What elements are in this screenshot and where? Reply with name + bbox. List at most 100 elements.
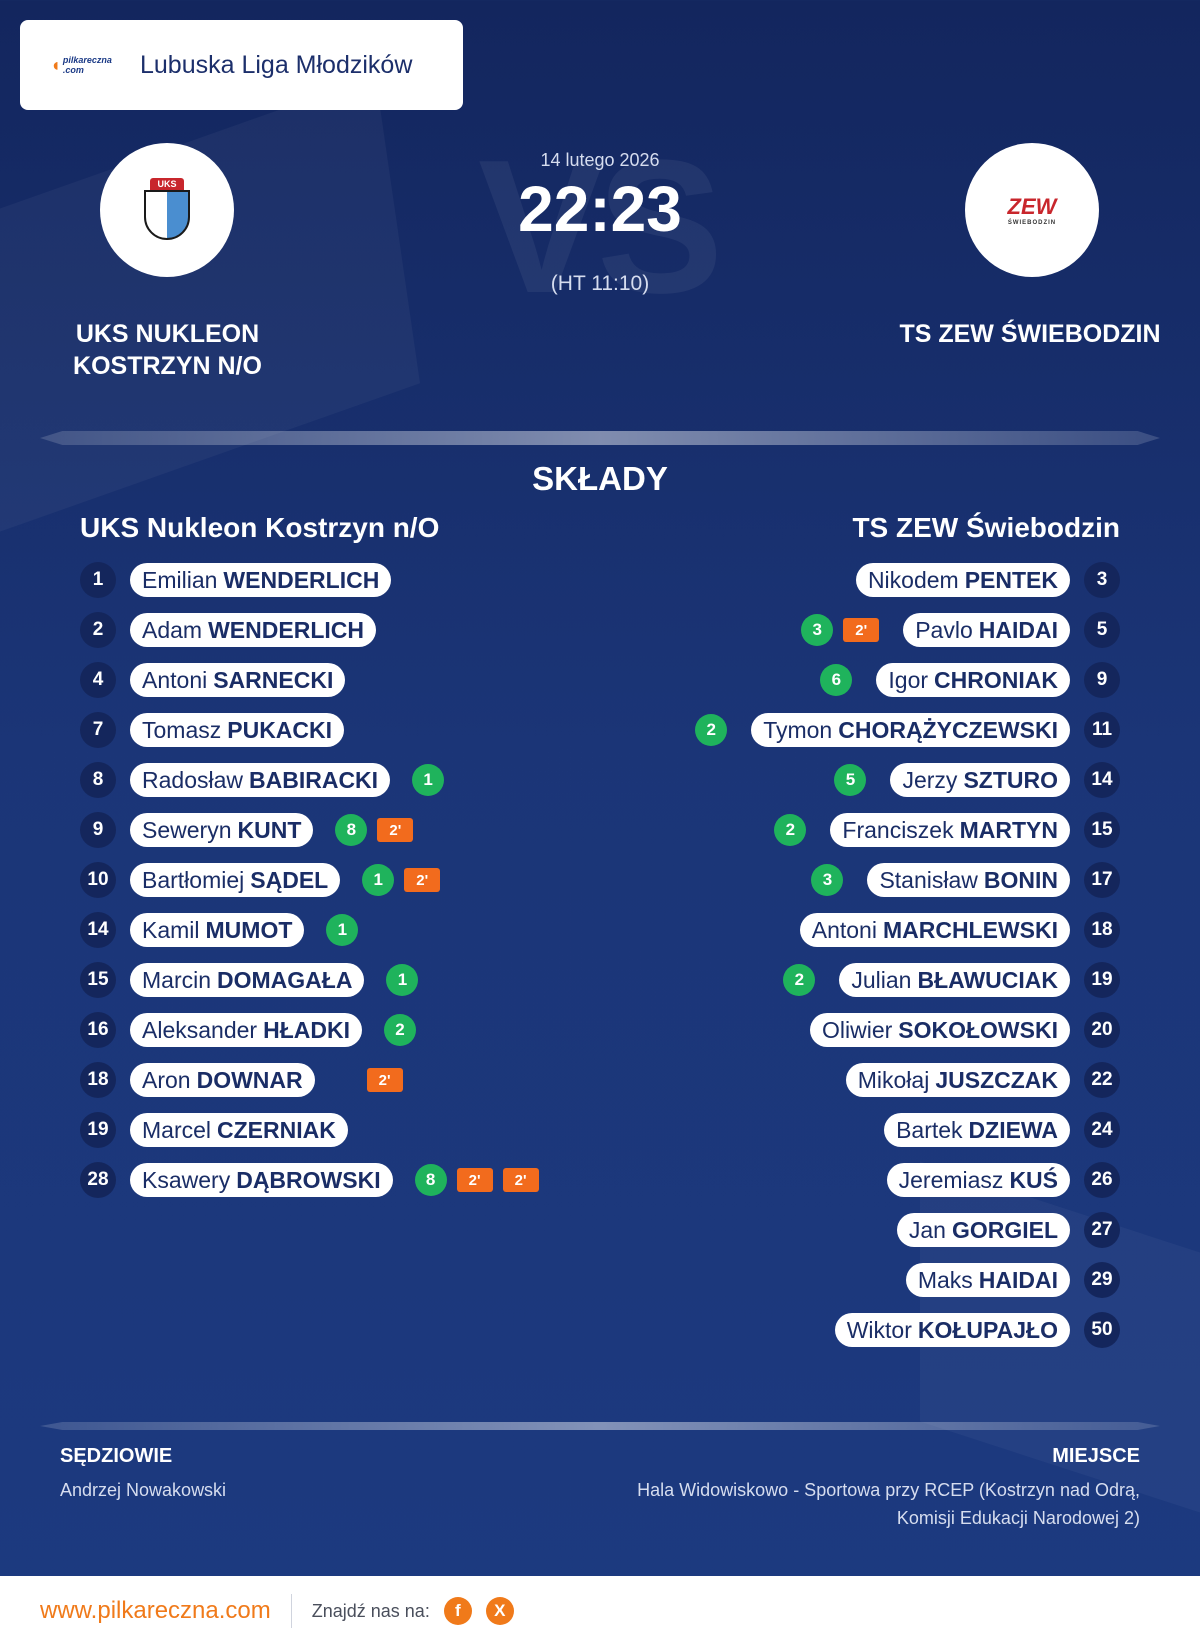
player-first-name: Marcin (142, 966, 212, 993)
player-first-name: Pavlo (915, 616, 973, 643)
player-last-name: DOMAGAŁA (217, 966, 353, 993)
shirt-number: 19 (80, 1112, 116, 1148)
shirt-number: 26 (1084, 1162, 1120, 1198)
player-first-name: Jerzy (902, 766, 958, 793)
shirt-number: 3 (1084, 562, 1120, 598)
player-last-name: BONIN (983, 866, 1058, 893)
shirt-number: 15 (1084, 812, 1120, 848)
player-row: 28 Ksawery DĄBROWSKI 8 2' 2' (80, 1155, 600, 1205)
player-name: Adam WENDERLICH (130, 613, 376, 647)
player-name: Antoni SARNECKI (130, 663, 346, 697)
match-date: 14 lutego 2026 (540, 150, 660, 170)
player-row: Maks HAIDAI 29 (600, 1255, 1120, 1305)
player-first-name: Bartłomiej (142, 866, 245, 893)
player-row: 14 Kamil MUMOT 1 (80, 905, 600, 955)
player-name: Nikodem PENTEK (855, 563, 1070, 597)
player-name: Wiktor KOŁUPAJŁO (834, 1313, 1070, 1347)
home-team-name: UKS NUKLEON KOSTRZYN N/O (73, 320, 262, 380)
player-first-name: Nikodem (867, 566, 959, 593)
player-row: 18 Aron DOWNAR 2' (80, 1055, 600, 1105)
player-row: Oliwier SOKOŁOWSKI 20 (600, 1005, 1120, 1055)
player-last-name: PUKACKI (227, 716, 333, 743)
player-last-name: CZERNIAK (217, 1116, 336, 1143)
shirt-number: 29 (1084, 1262, 1120, 1298)
player-first-name: Jeremiasz (898, 1166, 1004, 1193)
x-icon[interactable]: X (485, 1597, 514, 1625)
player-name: Emilian WENDERLICH (130, 563, 392, 597)
player-last-name: KUNT (237, 816, 302, 843)
suspension-badge: 2' (366, 1068, 403, 1092)
separator (290, 1594, 292, 1628)
player-last-name: HŁADKI (263, 1016, 350, 1043)
player-row: 3 Stanisław BONIN 17 (600, 855, 1120, 905)
goals-badge: 1 (412, 764, 445, 796)
player-row: 2 Franciszek MARTYN 15 (600, 805, 1120, 855)
player-last-name: CHRONIAK (934, 666, 1058, 693)
player-first-name: Bartek (896, 1116, 963, 1143)
site-link[interactable]: www.pilkareczna.com (40, 1597, 271, 1624)
player-name: Antoni MARCHLEWSKI (799, 913, 1070, 947)
player-first-name: Seweryn (142, 816, 232, 843)
player-name: Igor CHRONIAK (876, 663, 1070, 697)
player-first-name: Franciszek (842, 816, 954, 843)
goals-badge: 2 (695, 714, 728, 746)
player-first-name: Emilian (142, 566, 218, 593)
player-last-name: HAIDAI (978, 616, 1058, 643)
suspension-badge: 2' (377, 818, 414, 842)
player-first-name: Antoni (811, 916, 877, 943)
shirt-number: 14 (1084, 762, 1120, 798)
vs-watermark: VS (478, 121, 723, 333)
player-row: Wiktor KOŁUPAJŁO 50 (600, 1305, 1120, 1355)
shirt-number: 4 (80, 662, 116, 698)
player-first-name: Mikołaj (857, 1066, 930, 1093)
player-first-name: Jan (908, 1216, 946, 1243)
find-us-label: Znajdź nas na: (311, 1600, 430, 1621)
player-name: Jan GORGIEL (896, 1213, 1070, 1247)
player-row: 7 Tomasz PUKACKI (80, 705, 600, 755)
player-row: 2 Tymon CHORĄŻYCZEWSKI 11 (600, 705, 1120, 755)
shirt-number: 11 (1084, 712, 1120, 748)
goals-badge: 1 (326, 914, 359, 946)
shirt-number: 8 (80, 762, 116, 798)
player-name: Marcin DOMAGAŁA (130, 963, 365, 997)
home-lineup: 1 Emilian WENDERLICH 2 Adam WENDERLICH 4 Antoni… (80, 555, 600, 1205)
player-first-name: Oliwier (821, 1016, 893, 1043)
player-row: 2 Adam WENDERLICH (80, 605, 600, 655)
player-row: 6 Igor CHRONIAK 9 (600, 655, 1120, 705)
goals-badge: 2 (383, 1014, 416, 1046)
player-row: 4 Antoni SARNECKI (80, 655, 600, 705)
ball-icon: ◖ (50, 54, 61, 75)
shirt-number: 7 (80, 712, 116, 748)
goals-badge: 1 (386, 964, 419, 996)
player-name: Pavlo HAIDAI (903, 613, 1070, 647)
player-row: 1 Emilian WENDERLICH (80, 555, 600, 605)
shirt-number: 27 (1084, 1212, 1120, 1248)
shirt-number: 1 (80, 562, 116, 598)
player-name: Mikołaj JUSZCZAK (845, 1063, 1070, 1097)
player-row: Jeremiasz KUŚ 26 (600, 1155, 1120, 1205)
player-first-name: Wiktor (846, 1316, 912, 1343)
venue-label: MIEJSCE (1052, 1445, 1140, 1467)
player-last-name: SZTURO (963, 766, 1058, 793)
referees-value: Andrzej Nowakowski (60, 1480, 227, 1500)
facebook-icon[interactable]: f (443, 1597, 472, 1625)
player-first-name: Tomasz (142, 716, 222, 743)
suspension-badge: 2' (456, 1168, 493, 1192)
player-first-name: Igor (888, 666, 929, 693)
player-name: Julian BŁAWUCIAK (839, 963, 1070, 997)
player-name: Aron DOWNAR (130, 1063, 315, 1097)
away-team-name: TS ZEW ŚWIEBODZIN (899, 320, 1161, 348)
away-lineup-title: TS ZEW Świebodzin (852, 512, 1120, 543)
player-row: 15 Marcin DOMAGAŁA 1 (80, 955, 600, 1005)
shirt-number: 5 (1084, 612, 1120, 648)
shirt-number: 15 (80, 962, 116, 998)
bottom-bar: www.pilkareczna.com Znajdź nas na: f X (0, 1576, 1200, 1646)
player-first-name: Aleksander (142, 1016, 258, 1043)
player-row: 16 Aleksander HŁADKI 2 (80, 1005, 600, 1055)
league-header: ◖ pilkareczna .com Lubuska Liga Młodzikó… (20, 20, 463, 110)
goals-badge: 8 (335, 814, 368, 846)
player-row: 19 Marcel CZERNIAK (80, 1105, 600, 1155)
shirt-number: 18 (80, 1062, 116, 1098)
player-first-name: Maks (917, 1266, 973, 1293)
final-score: 22:23 (518, 173, 682, 245)
